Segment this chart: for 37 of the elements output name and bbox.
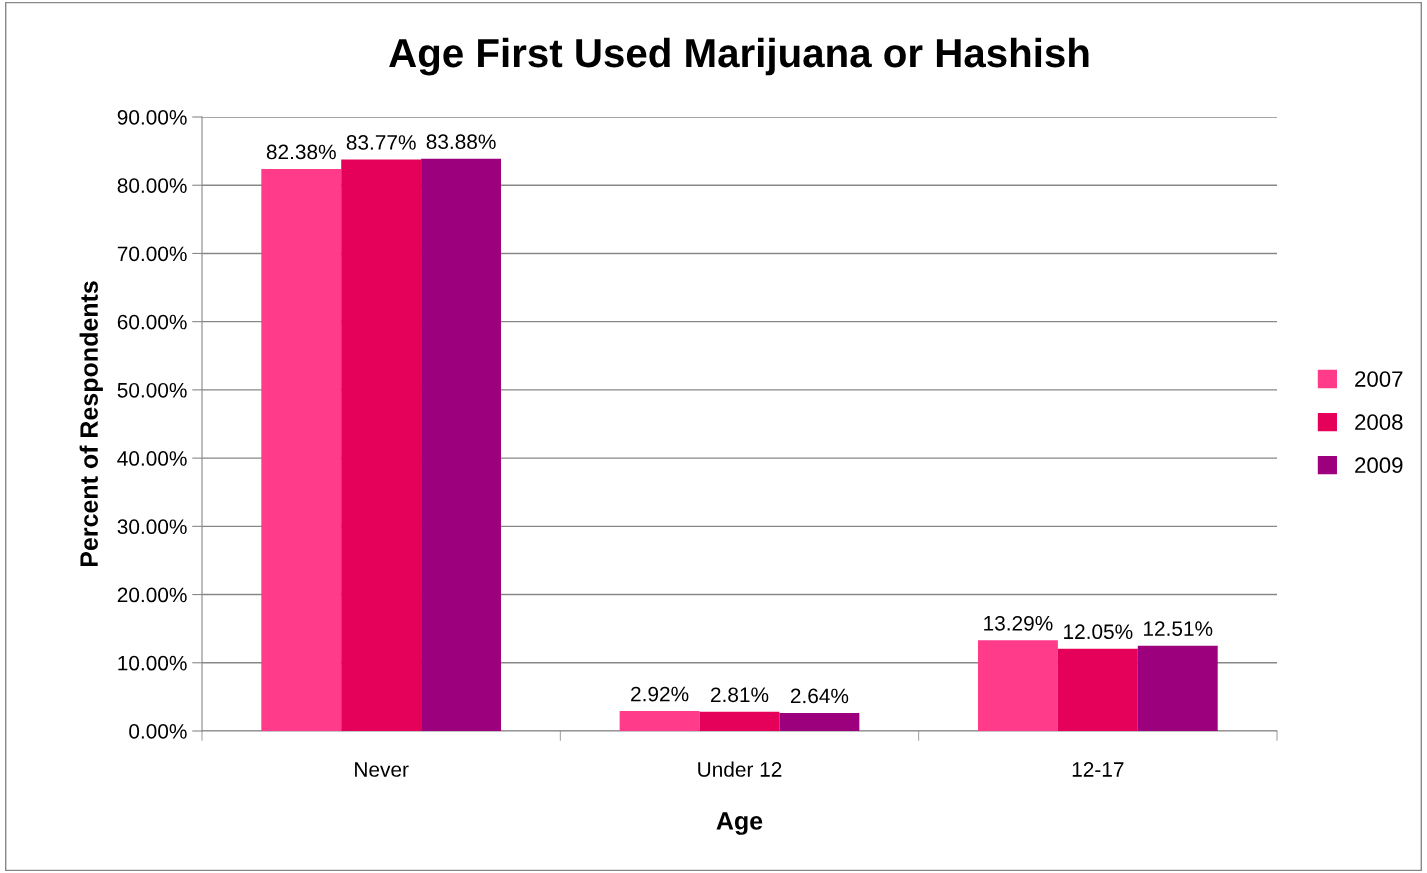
legend-label: 2008 xyxy=(1355,414,1403,431)
x-tick-label: Never xyxy=(355,762,409,777)
x-tick-label: Under 12 xyxy=(698,761,782,777)
data-label: 13.29% xyxy=(984,615,1053,631)
data-label: 2.64% xyxy=(790,688,849,704)
bar xyxy=(261,168,342,731)
data-label: 82.38% xyxy=(266,144,336,160)
data-label: 12.51% xyxy=(1144,621,1213,636)
bar xyxy=(619,711,700,731)
y-tick-label: 20.00% xyxy=(117,587,187,603)
data-label: 12.05% xyxy=(1064,624,1133,640)
y-tick-label: 40.00% xyxy=(117,451,187,466)
x-axis-title: Age xyxy=(716,812,763,835)
y-tick-label: 70.00% xyxy=(117,246,187,262)
y-tick-label: 80.00% xyxy=(117,178,187,193)
bar xyxy=(779,712,860,731)
bar xyxy=(699,711,780,731)
x-tick-label: 12-17 xyxy=(1072,762,1124,777)
bar xyxy=(341,159,422,731)
data-label: 2.92% xyxy=(631,686,689,702)
y-tick-label: 0.00% xyxy=(129,724,187,739)
y-tick-label: 30.00% xyxy=(117,519,187,535)
y-tick-label: 90.00% xyxy=(117,110,187,125)
legend-label: 2009 xyxy=(1355,457,1403,474)
chart-title: Age First Used Marijuana or Hashish xyxy=(389,37,1089,76)
data-label: 83.88% xyxy=(426,134,496,150)
bar xyxy=(1057,648,1138,731)
data-label: 83.77% xyxy=(346,135,416,150)
bar xyxy=(977,640,1058,731)
y-tick-label: 60.00% xyxy=(117,314,187,330)
data-label: 2.81% xyxy=(711,687,769,703)
bar xyxy=(1137,645,1218,731)
y-tick-label: 50.00% xyxy=(117,382,187,398)
y-tick-label: 10.00% xyxy=(118,655,187,671)
legend-label: 2007 xyxy=(1355,371,1403,387)
y-axis-title: Percent of Respondents xyxy=(79,281,103,567)
bar xyxy=(421,158,502,731)
